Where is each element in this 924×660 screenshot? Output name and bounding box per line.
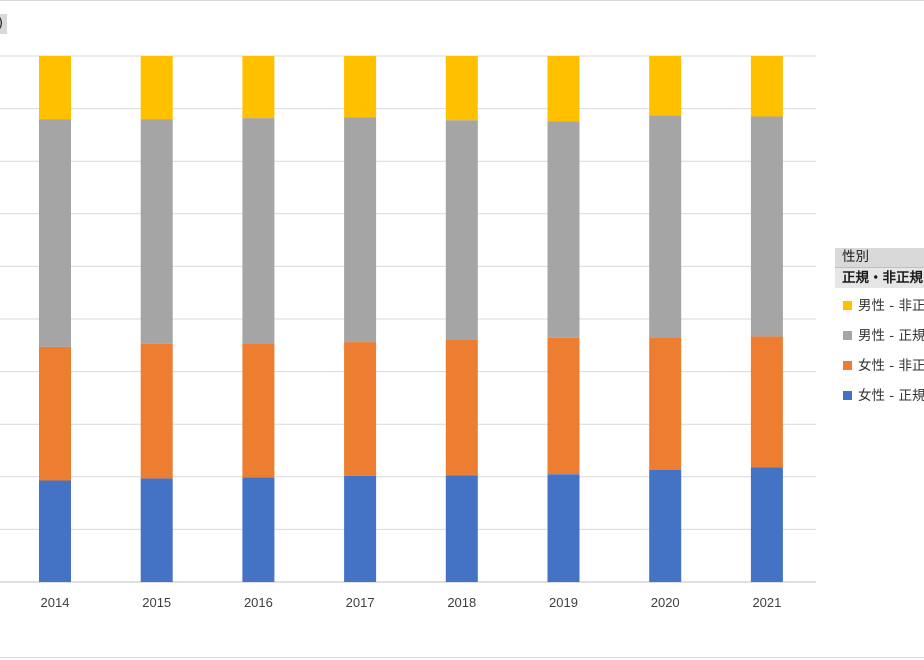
bar-segment-2014-s1[interactable] <box>39 346 71 481</box>
bar-segment-2021-s2[interactable] <box>750 116 783 337</box>
bar-segment-2019-s2[interactable] <box>547 121 580 338</box>
legend-item[interactable]: 男性 - 正規 <box>835 321 924 351</box>
bar-segment-2015-s2[interactable] <box>140 119 173 344</box>
legend-item-label: 女性 - 正規 <box>858 388 924 404</box>
bar-segment-2019-s0[interactable] <box>547 474 580 582</box>
bar-segment-2018-s0[interactable] <box>445 475 478 582</box>
axis-unit-chip: ) <box>0 14 8 34</box>
bar-segment-2019-s3[interactable] <box>547 56 580 122</box>
bar-segment-2021-s0[interactable] <box>750 467 783 582</box>
bar-segment-2016-s3[interactable] <box>242 56 275 119</box>
bar-segment-2020-s2[interactable] <box>649 115 682 338</box>
bar-segment-2015-s1[interactable] <box>140 343 173 479</box>
x-axis-ticks: 2014 2015 2016 2017 2018 2019 2020 2021 <box>41 595 782 610</box>
bar-segment-2016-s1[interactable] <box>242 343 275 478</box>
bar-segment-2017-s2[interactable] <box>344 117 377 343</box>
x-tick-label: 2015 <box>142 595 171 610</box>
bar-segment-2020-s3[interactable] <box>649 56 682 116</box>
legend-panel: 性別 正規・非正規 男性 - 非正規 男性 - 正規 女性 - 非正規 女性 -… <box>835 248 924 411</box>
legend-item[interactable]: 男性 - 非正規 <box>835 291 924 321</box>
bar-segment-2019-s1[interactable] <box>547 337 580 475</box>
bar-segment-2018-s1[interactable] <box>445 340 478 476</box>
x-tick-label: 2019 <box>549 595 578 610</box>
bar-segment-2017-s0[interactable] <box>344 475 377 582</box>
bar-segment-2020-s1[interactable] <box>649 337 682 470</box>
legend-swatch <box>843 390 852 400</box>
bar-segment-2018-s3[interactable] <box>445 56 478 121</box>
bar-segment-2021-s1[interactable] <box>750 336 783 468</box>
x-tick-label: 2020 <box>651 595 680 610</box>
chart-frame-bottom-border <box>0 657 924 658</box>
bar-segment-2016-s0[interactable] <box>242 477 275 582</box>
bar-segment-2015-s3[interactable] <box>140 56 173 120</box>
bar-segment-2020-s0[interactable] <box>649 470 682 582</box>
bar-segment-2021-s3[interactable] <box>750 56 783 117</box>
bar-segment-2015-s0[interactable] <box>140 478 173 582</box>
legend-subheader[interactable]: 正規・非正規 <box>835 268 924 288</box>
bar-segment-2014-s2[interactable] <box>39 119 71 347</box>
bar-stacks <box>39 56 783 582</box>
legend-item[interactable]: 女性 - 正規 <box>835 381 924 411</box>
x-tick-label: 2021 <box>752 595 781 610</box>
gridlines <box>0 55 816 583</box>
bar-segment-2016-s2[interactable] <box>242 118 275 344</box>
legend-swatch <box>843 300 852 310</box>
legend-header[interactable]: 性別 <box>835 248 924 268</box>
x-tick-label: 2016 <box>244 595 273 610</box>
legend-item-label: 男性 - 非正規 <box>858 298 924 314</box>
legend-item-label: 男性 - 正規 <box>858 328 924 344</box>
legend-item[interactable]: 女性 - 非正規 <box>835 351 924 381</box>
legend-item-label: 女性 - 非正規 <box>858 358 924 374</box>
legend-swatch <box>843 360 852 370</box>
bar-segment-2018-s2[interactable] <box>445 120 478 341</box>
legend-swatch <box>843 330 852 340</box>
bar-segment-2017-s3[interactable] <box>344 56 377 118</box>
chart-frame-top-border <box>0 0 924 1</box>
x-tick-label: 2018 <box>447 595 476 610</box>
x-tick-label: 2017 <box>346 595 375 610</box>
x-tick-label: 2014 <box>41 595 70 610</box>
bar-segment-2014-s0[interactable] <box>39 480 71 583</box>
bar-segment-2017-s1[interactable] <box>344 342 377 476</box>
bar-segment-2014-s3[interactable] <box>39 56 71 120</box>
